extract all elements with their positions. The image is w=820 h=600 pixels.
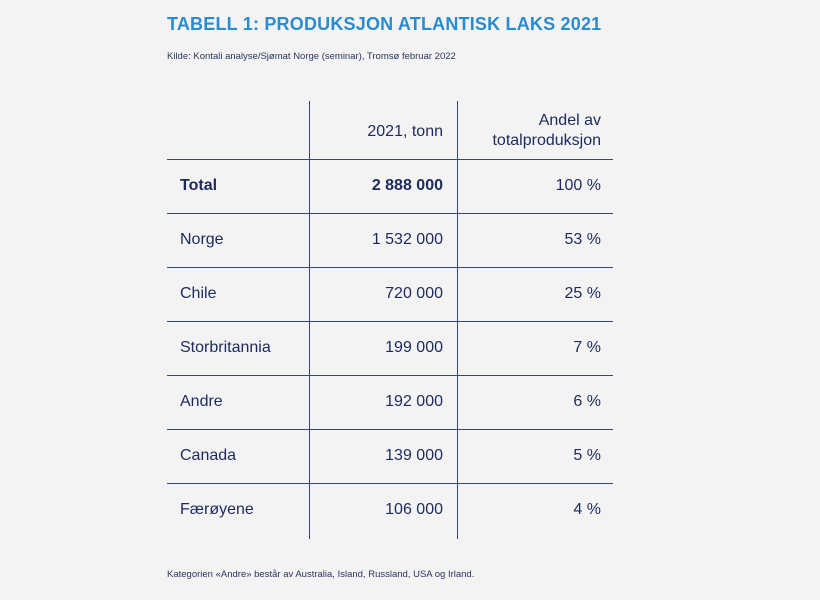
- column-divider: [309, 101, 310, 539]
- header-tonnes: 2021, tonn: [367, 123, 443, 140]
- table-header-row: 2021, tonn Andel av totalproduksjon: [167, 101, 613, 160]
- table-row: Færøyene 106 000 4 %: [167, 484, 613, 537]
- row-tonnes: 1 532 000: [371, 231, 443, 248]
- production-table: 2021, tonn Andel av totalproduksjon Tota…: [167, 101, 613, 539]
- table-title: TABELL 1: PRODUKSJON ATLANTISK LAKS 2021: [167, 14, 602, 34]
- table-row: Chile 720 000 25 %: [167, 268, 613, 322]
- row-country: Canada: [180, 447, 237, 464]
- header-share: Andel av totalproduksjon: [492, 111, 601, 151]
- row-tonnes: 720 000: [385, 285, 443, 302]
- table-row: Canada 139 000 5 %: [167, 430, 613, 484]
- row-tonnes: 139 000: [385, 447, 443, 464]
- row-country: Færøyene: [180, 501, 254, 518]
- row-share: 25 %: [564, 285, 601, 302]
- row-tonnes: 106 000: [385, 501, 443, 518]
- header-share-line2: totalproduksjon: [492, 132, 601, 149]
- row-tonnes: 192 000: [385, 393, 443, 410]
- row-country: Norge: [180, 231, 224, 248]
- table-row: Storbritannia 199 000 7 %: [167, 322, 613, 376]
- table-row: Andre 192 000 6 %: [167, 376, 613, 430]
- row-country: Andre: [180, 393, 223, 410]
- row-share: 100 %: [555, 177, 601, 194]
- header-share-line1: Andel av: [538, 112, 601, 129]
- source-note: Kilde: Kontali analyse/Sjømat Norge (sem…: [167, 51, 456, 62]
- row-country: Total: [180, 177, 218, 194]
- row-share: 7 %: [573, 339, 601, 356]
- footnote: Kategorien «Andre» består av Australia, …: [167, 569, 475, 580]
- row-share: 4 %: [573, 501, 601, 518]
- row-tonnes: 199 000: [385, 339, 443, 356]
- row-country: Storbritannia: [180, 339, 271, 356]
- column-divider: [457, 101, 458, 539]
- row-share: 53 %: [564, 231, 601, 248]
- row-tonnes: 2 888 000: [371, 177, 443, 194]
- row-country: Chile: [180, 285, 217, 302]
- table-row-total: Total 2 888 000 100 %: [167, 160, 613, 214]
- row-share: 5 %: [573, 447, 601, 464]
- table-row: Norge 1 532 000 53 %: [167, 214, 613, 268]
- row-share: 6 %: [573, 393, 601, 410]
